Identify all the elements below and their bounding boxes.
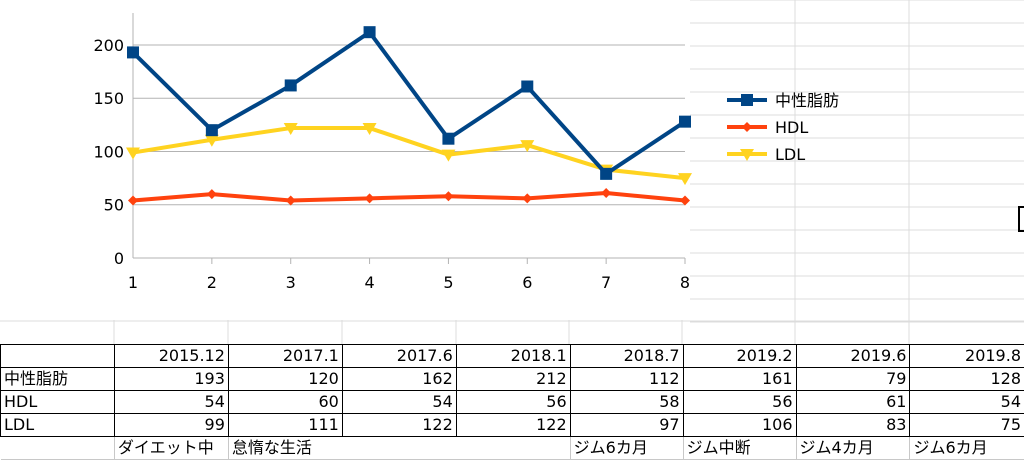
data-point[interactable] [362,123,377,136]
row-label[interactable]: LDL [0,413,115,437]
table-cell[interactable]: 58 [570,390,684,414]
data-point[interactable] [442,132,455,145]
data-table: 2015.12 2017.1 2017.6 2018.1 2018.7 2019… [0,344,1024,460]
table-cell[interactable]: 97 [570,413,684,437]
table-cell[interactable]: 193 [114,367,229,391]
data-point[interactable] [285,195,296,206]
x-tick-label: 6 [522,273,532,292]
x-tick-label: 5 [443,273,453,292]
x-tick-label: 4 [364,273,374,292]
table-row: LDL 99 111 122 122 97 106 83 75 [0,413,1024,437]
table-cell[interactable]: 112 [570,367,684,391]
legend-marker[interactable] [742,122,752,132]
table-cell[interactable]: 128 [909,367,1024,391]
data-point[interactable] [522,193,533,204]
table-cell[interactable]: 60 [228,390,343,414]
data-point[interactable] [364,193,375,204]
y-tick-label: 150 [93,89,124,108]
series-line [131,30,687,176]
header-cell[interactable]: 2015.12 [114,344,229,368]
data-point[interactable] [128,195,138,206]
x-tick-label: 3 [286,273,296,292]
table-cell[interactable]: 161 [683,367,797,391]
legend-label: LDL [775,145,805,164]
y-tick-label: 50 [104,196,124,215]
header-cell-blank[interactable] [0,344,115,368]
data-point[interactable] [126,147,140,160]
legend-label: HDL [775,118,808,137]
table-cell[interactable]: 54 [342,390,457,414]
data-point[interactable] [521,80,534,93]
y-tick-label: 200 [93,36,124,55]
note-cell[interactable]: ジム6カ月 [909,436,1024,460]
table-cell[interactable]: 122 [456,413,571,437]
table-cell[interactable]: 99 [114,413,229,437]
data-point[interactable] [601,188,612,199]
table-cell[interactable]: 75 [909,413,1024,437]
x-tick-label: 1 [128,273,138,292]
data-point[interactable] [679,115,691,128]
data-point[interactable] [283,123,298,136]
header-cell[interactable]: 2017.1 [228,344,343,368]
data-point[interactable] [600,167,613,180]
note-cell[interactable]: ダイエット中 [113,436,229,460]
note-cell[interactable] [342,436,457,460]
notes-row: ダイエット中 怠惰な生活 ジム6カ月 ジム中断 ジム4カ月 ジム6カ月 [0,436,1024,460]
table-cell[interactable]: 162 [342,367,457,391]
table-cell[interactable]: 83 [796,413,911,437]
note-cell[interactable]: ジム中断 [682,436,797,460]
y-tick-label: 0 [114,249,124,268]
note-cell[interactable]: ジム4カ月 [795,436,910,460]
header-cell[interactable]: 2019.6 [796,344,911,368]
note-cell[interactable]: ジム6カ月 [569,436,684,460]
x-tick-label: 8 [680,273,690,292]
table-row: 中性脂肪 193 120 162 212 112 161 79 128 [0,367,1024,391]
header-cell[interactable]: 2018.7 [570,344,684,368]
data-point[interactable] [678,173,692,186]
line-chart[interactable]: 0 50 100 150 200 1 2 3 4 5 6 7 8 中性脂肪 HDL LDL [0,0,1024,320]
data-point[interactable] [205,124,218,137]
row-label[interactable]: 中性脂肪 [0,367,115,391]
table-cell[interactable]: 54 [114,390,229,414]
table-cell[interactable]: 56 [683,390,797,414]
table-cell[interactable]: 120 [228,367,343,391]
header-cell[interactable]: 2018.1 [456,344,571,368]
legend-marker[interactable] [740,149,754,161]
legend-label: 中性脂肪 [775,91,839,110]
data-point[interactable] [206,189,217,200]
note-cell-blank[interactable] [0,436,115,460]
note-cell[interactable] [456,436,571,460]
series-line [132,126,686,181]
legend-marker[interactable] [741,94,753,106]
header-row: 2015.12 2017.1 2017.6 2018.1 2018.7 2019… [0,344,1024,368]
x-tick-label: 2 [207,273,217,292]
table-cell[interactable]: 61 [796,390,911,414]
y-tick-label: 100 [93,142,124,161]
data-point[interactable] [443,191,454,202]
table-cell[interactable]: 106 [683,413,797,437]
series-line [132,191,686,203]
note-cell[interactable]: 怠惰な生活 [227,436,343,460]
data-point[interactable] [204,134,219,147]
header-cell[interactable]: 2017.6 [342,344,457,368]
header-cell[interactable]: 2019.2 [683,344,797,368]
x-tick-label: 7 [601,273,611,292]
table-cell[interactable]: 111 [228,413,343,437]
data-point[interactable] [441,149,456,162]
data-point[interactable] [680,195,690,206]
row-label[interactable]: HDL [0,390,115,414]
table-cell[interactable]: 212 [456,367,571,391]
data-point[interactable] [363,26,376,39]
data-point[interactable] [284,79,297,92]
table-row: HDL 54 60 54 56 58 56 61 54 [0,390,1024,414]
table-cell[interactable]: 56 [456,390,571,414]
data-point[interactable] [127,46,139,59]
table-cell[interactable]: 122 [342,413,457,437]
selection-handle[interactable] [1018,206,1024,232]
table-cell[interactable]: 54 [909,390,1024,414]
header-cell[interactable]: 2019.8 [909,344,1024,368]
data-point[interactable] [520,140,535,153]
table-cell[interactable]: 79 [796,367,911,391]
